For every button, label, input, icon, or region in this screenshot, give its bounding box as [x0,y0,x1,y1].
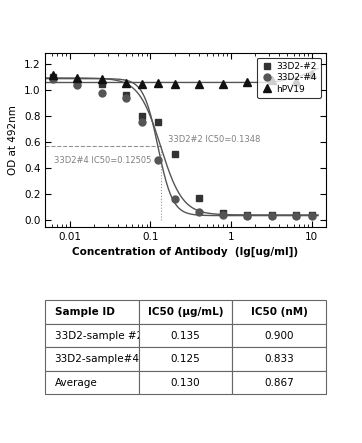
33D2-#4 [100,90,104,96]
33D2-#4 [245,213,249,218]
hPV19 [51,73,55,78]
33D2-#2 [124,92,128,97]
33D2-#4 [140,119,144,124]
hPV19 [172,82,177,87]
33D2-#4 [197,210,201,215]
Text: 33D2#2 IC50=0.1348: 33D2#2 IC50=0.1348 [168,135,260,144]
33D2-#4 [221,212,225,218]
Text: 33D2#4 IC50=0.12505: 33D2#4 IC50=0.12505 [54,155,152,165]
33D2-#2 [245,212,249,218]
Y-axis label: OD at 492nm: OD at 492nm [8,105,18,175]
33D2-#4 [310,213,314,218]
X-axis label: Concentration of Antibody  (lg[ug/ml]): Concentration of Antibody (lg[ug/ml]) [72,247,299,257]
Line: 33D2-#4: 33D2-#4 [50,75,315,219]
Legend: 33D2-#2, 33D2-#4, hPV19: 33D2-#2, 33D2-#4, hPV19 [257,58,321,98]
Line: hPV19: hPV19 [49,70,315,88]
33D2-#4 [156,158,160,163]
33D2-#4 [269,213,274,218]
33D2-#2 [51,74,55,79]
33D2-#4 [51,76,55,81]
33D2-#4 [294,213,298,218]
hPV19 [310,71,314,77]
33D2-#2 [140,113,144,118]
33D2-#4 [124,96,128,101]
33D2-#2 [172,151,177,156]
33D2-#2 [100,82,104,87]
hPV19 [140,82,144,87]
hPV19 [245,79,249,85]
hPV19 [100,76,104,81]
33D2-#2 [197,195,201,201]
33D2-#2 [269,212,274,218]
hPV19 [124,81,128,86]
33D2-#2 [221,210,225,216]
hPV19 [156,80,160,85]
33D2-#2 [294,212,298,218]
33D2-#2 [156,120,160,125]
hPV19 [269,77,274,82]
33D2-#4 [172,196,177,201]
33D2-#2 [75,81,80,86]
hPV19 [221,82,225,87]
hPV19 [294,78,298,83]
Line: 33D2-#2: 33D2-#2 [50,74,315,218]
hPV19 [197,82,201,87]
33D2-#4 [75,82,80,88]
33D2-#2 [310,212,314,218]
hPV19 [75,75,80,81]
